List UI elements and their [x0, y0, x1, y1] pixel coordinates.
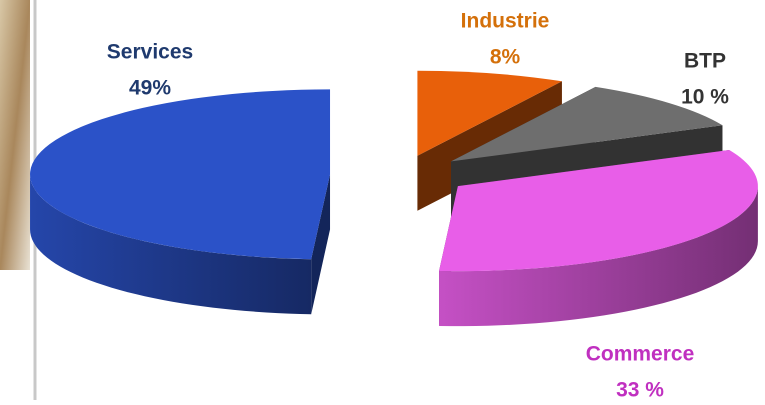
background-photo — [0, 0, 30, 270]
slice-label: BTP — [684, 50, 726, 73]
value-label: 49% — [129, 77, 171, 100]
slice-side — [439, 186, 758, 327]
value-label: 33 % — [616, 379, 664, 400]
slice — [451, 86, 723, 162]
slice — [417, 70, 562, 156]
slice-label: Commerce — [586, 343, 695, 366]
pie — [30, 70, 758, 327]
slice-side — [30, 174, 312, 315]
value-label: 10 % — [681, 86, 729, 109]
value-label: 8% — [490, 46, 521, 69]
slice — [439, 149, 758, 272]
slice — [30, 89, 331, 260]
slice-wall — [311, 174, 331, 315]
labels: Industrie 8% BTP 10 % Commerce 33 % Services 49… — [107, 10, 729, 402]
slice-label: Services — [107, 41, 193, 64]
slice-label: Industrie — [461, 10, 550, 33]
